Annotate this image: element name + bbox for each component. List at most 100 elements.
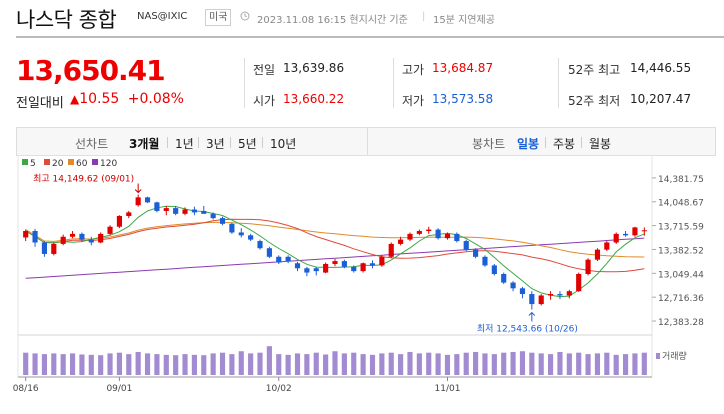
candle-body	[632, 227, 638, 236]
clock-icon	[240, 11, 250, 24]
candle-body	[201, 210, 207, 214]
stat-value: 13,639.86	[283, 61, 345, 75]
datetime: 2023.11.08 16:15 현지시간 기준	[257, 15, 408, 26]
stat-value: 13,573.58	[432, 92, 494, 106]
max-annotation: 최고 14,149.62 (09/01)	[33, 174, 134, 185]
y-tick-label: 13,049.44	[658, 270, 704, 280]
current-price: 13,650.41	[16, 54, 166, 87]
y-tick-label: 13,715.59	[658, 223, 704, 233]
volume-bar	[116, 352, 122, 375]
volume-bar	[454, 354, 460, 375]
candle-body	[304, 268, 310, 273]
volume-bar	[341, 353, 347, 375]
triangle-up-icon: ▲	[70, 92, 80, 106]
volume-bar	[379, 353, 385, 375]
candle-body	[69, 233, 76, 237]
min-annotation: 최저 12,543.66 (10/26)	[477, 324, 578, 335]
tab-3m[interactable]: 3개월	[129, 137, 160, 151]
stat-open: 시가 13,660.22	[253, 92, 344, 109]
line-chart-label: 선차트	[75, 137, 109, 151]
y-tick-label: 12,383.28	[658, 318, 704, 328]
volume-bar	[369, 354, 376, 375]
volume-bar	[407, 351, 413, 375]
legend-label: 5	[30, 159, 36, 169]
stat-high: 고가 13,684.87	[402, 61, 493, 78]
volume-bar	[41, 354, 48, 375]
candle-body	[473, 249, 479, 257]
volume-bar	[398, 354, 404, 375]
candle-body	[585, 259, 591, 274]
volume-bar	[435, 353, 441, 375]
header: 나스닥 종합 NAS@IXIC 미국 2023.11.08 16:15 현지시간…	[0, 0, 724, 36]
candle-body	[351, 266, 357, 272]
candle-body	[266, 248, 272, 257]
candle-body	[341, 261, 347, 267]
volume-bar	[60, 354, 66, 375]
volume-bar	[173, 355, 179, 375]
candle-body	[604, 242, 610, 250]
candle-body	[557, 294, 563, 296]
candle-body	[229, 223, 235, 233]
tab-10y[interactable]: 10년	[270, 137, 297, 151]
tab-monthly[interactable]: 월봉	[589, 137, 612, 151]
candle-body	[613, 233, 619, 243]
volume-bar	[154, 354, 160, 375]
candle-body	[294, 263, 301, 269]
volume-bar	[444, 354, 451, 375]
candle-body	[501, 273, 507, 283]
candle-body	[538, 295, 544, 305]
volume-bar	[182, 354, 188, 375]
tab-daily[interactable]: 일봉	[517, 137, 540, 151]
x-tick-label: 09/01	[106, 384, 132, 394]
max-arrow-icon	[134, 183, 142, 194]
legend-swatch	[92, 159, 98, 165]
candle-body	[126, 212, 132, 216]
volume-bar	[529, 352, 535, 375]
candle-body	[454, 233, 460, 242]
candle-body	[379, 256, 385, 266]
candle-body	[107, 226, 113, 234]
tab-weekly[interactable]: 주봉	[553, 137, 576, 151]
candlestick-chart[interactable]: 14,381.75 14,048.67 13,715.59 13,382.52 13,0…	[0, 155, 724, 414]
legend-label: 120	[100, 159, 117, 169]
legend-swatch	[44, 159, 50, 165]
candle-body	[116, 215, 122, 227]
stat-label: 전일	[253, 63, 276, 77]
volume-bar	[266, 346, 272, 375]
candle-body	[594, 249, 601, 260]
volume-bar	[622, 354, 629, 375]
x-tick-label: 08/16	[13, 384, 39, 394]
stat-label: 저가	[402, 94, 425, 108]
candle-body	[238, 232, 244, 236]
stat-label: 52주 최저	[568, 94, 621, 108]
candle-body	[548, 294, 554, 296]
volume-bar	[135, 351, 141, 375]
candle-body	[79, 233, 85, 240]
stat-divider	[393, 58, 394, 108]
candle-body	[60, 236, 66, 244]
stat-label: 고가	[402, 63, 425, 77]
volume-bar	[126, 354, 132, 375]
volume-bar	[482, 353, 488, 375]
tab-3y[interactable]: 3년	[206, 137, 225, 151]
candle-body	[88, 239, 94, 243]
tab-1y[interactable]: 1년	[175, 137, 194, 151]
min-arrow-icon	[528, 311, 536, 322]
candle-body	[491, 265, 497, 274]
candle-body	[248, 235, 254, 240]
volume-bar	[501, 352, 507, 375]
volume-bar	[304, 354, 310, 375]
candle-body	[276, 256, 282, 263]
stat-low: 저가 13,573.58	[402, 92, 493, 109]
stat-label: 시가	[253, 94, 276, 108]
volume-bar	[191, 354, 197, 375]
volume-bar	[107, 353, 113, 375]
ma20-line	[25, 218, 645, 273]
tab-5y[interactable]: 5년	[238, 137, 257, 151]
volume-bar	[632, 353, 638, 375]
candle-body	[463, 241, 469, 250]
candle-body	[51, 243, 57, 254]
y-tick-label: 13,382.52	[658, 246, 704, 256]
volume-bar	[51, 353, 57, 375]
candle-body	[566, 291, 572, 296]
